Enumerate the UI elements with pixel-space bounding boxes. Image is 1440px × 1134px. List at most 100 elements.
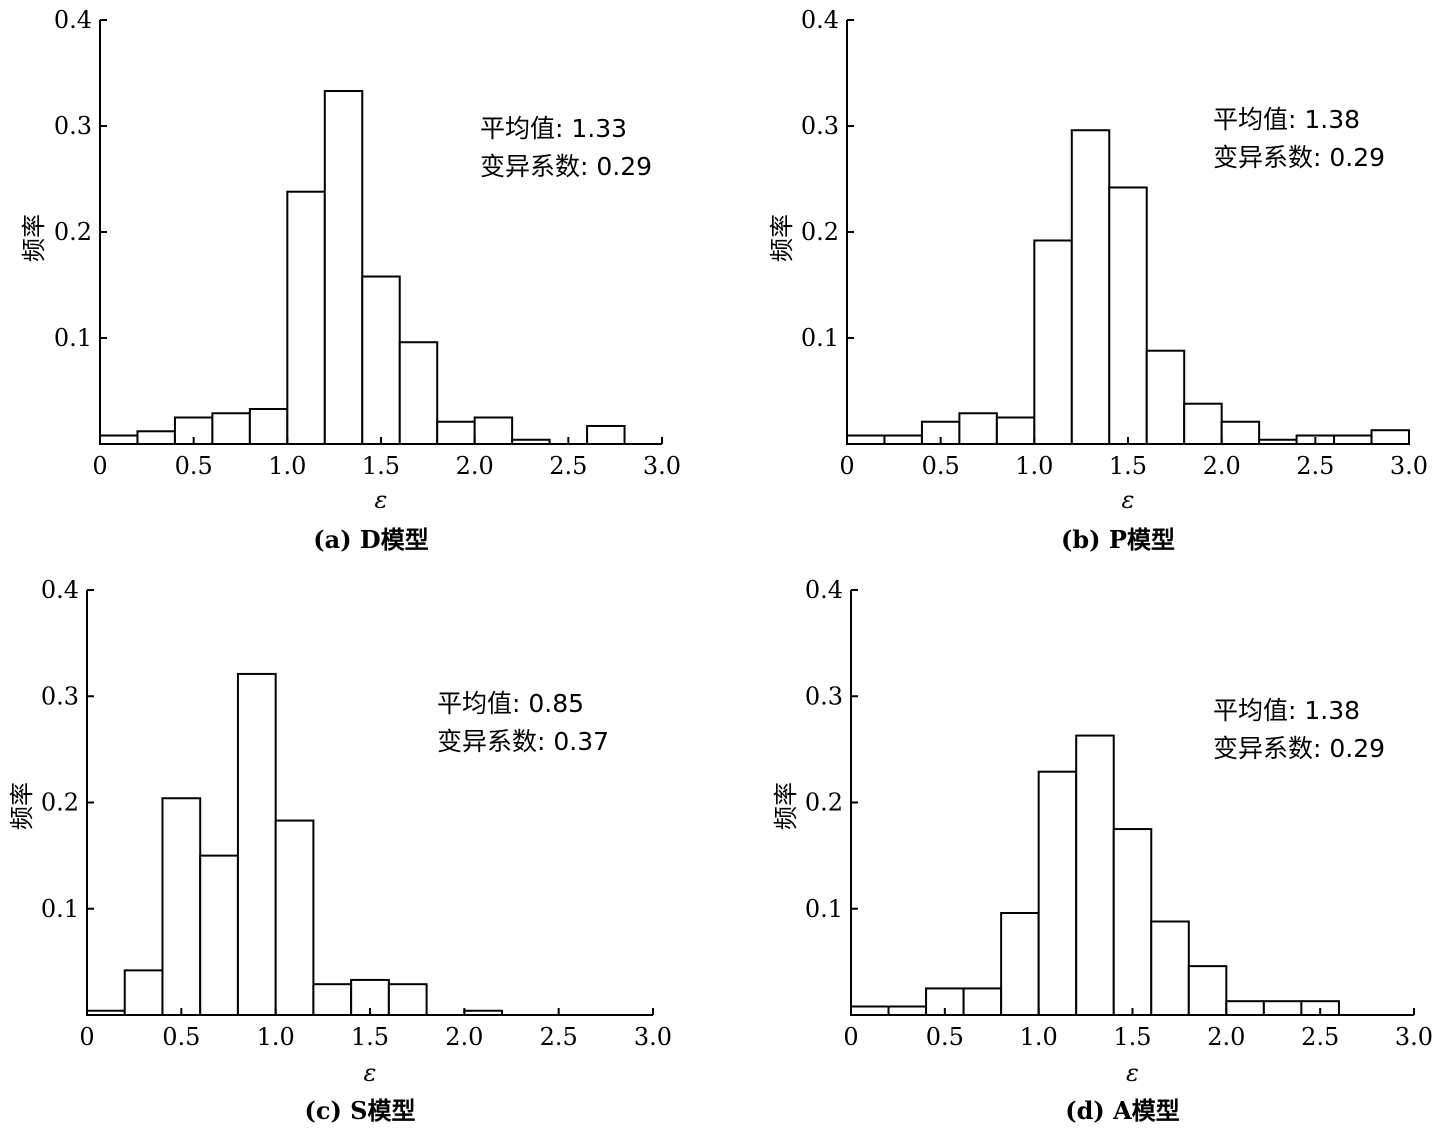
x-tick-label: 0.5 [926, 1023, 964, 1051]
histogram-bar [1370, 429, 1410, 446]
y-axis-label: 频率 [768, 214, 796, 262]
x-tick-label: 1.0 [1015, 452, 1053, 480]
y-tick-label: 0.4 [54, 6, 92, 34]
y-tick-label: 0.2 [805, 789, 843, 817]
y-axis-label: 频率 [8, 782, 36, 830]
histogram-bar [211, 412, 251, 446]
x-tick-label: 1.0 [268, 452, 306, 480]
histogram-bar [962, 987, 1003, 1016]
x-tick-label: 3.0 [634, 1023, 672, 1051]
y-axis-label: 频率 [20, 214, 48, 262]
x-axis-label: ε [1126, 1059, 1139, 1087]
mean-annotation: 平均值: 1.38 [1213, 696, 1360, 725]
histogram-bar [1112, 828, 1153, 1016]
x-tick-label: 1.5 [351, 1023, 389, 1051]
cv-annotation: 变异系数: 0.29 [1213, 143, 1385, 172]
histogram-bar [958, 412, 998, 446]
panel-caption: (b) P模型 [1061, 525, 1175, 554]
y-tick-label: 0.2 [54, 218, 92, 246]
histogram-bar [1220, 420, 1261, 445]
histogram-bar [586, 424, 626, 446]
x-tick-label: 0 [839, 452, 854, 480]
x-tick-label: 2.5 [1301, 1023, 1339, 1051]
y-tick-label: 0.4 [801, 6, 839, 34]
x-tick-label: 3.0 [1390, 452, 1428, 480]
histogram-bar [1187, 965, 1228, 1016]
histogram-bar [887, 1005, 928, 1016]
x-tick-label: 0.5 [922, 452, 960, 480]
x-tick-label: 0.5 [175, 452, 213, 480]
histogram-bar [1333, 434, 1373, 445]
panel-caption: (c) S模型 [304, 1096, 415, 1125]
x-tick-label: 1.5 [1109, 452, 1147, 480]
histogram-bar [398, 341, 439, 445]
x-tick-label: 1.0 [1020, 1023, 1058, 1051]
x-tick-label: 0 [843, 1023, 858, 1051]
histogram-bar [1075, 734, 1115, 1016]
x-tick-label: 0 [92, 452, 107, 480]
histogram-bar [1183, 402, 1223, 445]
panel-caption: (a) D模型 [313, 525, 428, 554]
y-tick-label: 0.3 [805, 682, 843, 710]
histogram-bar [99, 434, 139, 445]
histogram-bar [361, 275, 401, 445]
histogram-bar [1000, 912, 1040, 1016]
histogram-bar [1033, 239, 1073, 445]
y-tick-label: 0.4 [41, 576, 79, 604]
cv-annotation: 变异系数: 0.37 [437, 727, 609, 756]
histogram-bar [1145, 349, 1186, 445]
x-tick-label: 3.0 [643, 452, 681, 480]
histogram-bar [436, 420, 476, 445]
histogram-bar [995, 416, 1036, 445]
x-tick-label: 2.0 [456, 452, 494, 480]
histogram-bar [136, 430, 176, 445]
y-tick-label: 0.2 [801, 218, 839, 246]
x-tick-label: 1.5 [1113, 1023, 1151, 1051]
y-tick-label: 0.1 [41, 895, 79, 923]
histogram-bar [850, 1005, 890, 1016]
x-tick-label: 3.0 [1395, 1023, 1433, 1051]
panel-b: 0 0.5 1.0 1.5 2.0 2.5 3.0 0.1 0.2 0.3 0.4 频率 ε (b) P模… [768, 6, 1428, 554]
histogram-bar [123, 969, 164, 1016]
histogram-bar [286, 190, 326, 445]
mean-annotation: 平均值: 1.38 [1213, 105, 1360, 134]
histogram-bar [274, 819, 315, 1016]
y-tick-label: 0.3 [801, 112, 839, 140]
x-axis-label: ε [375, 486, 388, 514]
y-tick-label: 0.3 [54, 112, 92, 140]
histogram-bar [1225, 1000, 1265, 1016]
y-tick-label: 0.4 [805, 576, 843, 604]
x-tick-label: 2.5 [540, 1023, 578, 1051]
histogram-bar [248, 408, 289, 445]
histogram-bar [312, 983, 353, 1016]
histogram-bar [1037, 770, 1078, 1016]
x-tick-label: 0 [79, 1023, 94, 1051]
cv-annotation: 变异系数: 0.29 [480, 152, 652, 181]
x-tick-label: 0.5 [162, 1023, 200, 1051]
y-axis-label: 频率 [772, 782, 800, 830]
x-tick-label: 1.0 [257, 1023, 295, 1051]
histogram-bar [1262, 1000, 1303, 1016]
y-tick-label: 0.1 [805, 895, 843, 923]
histogram-bar [161, 797, 202, 1016]
x-tick-label: 2.0 [445, 1023, 483, 1051]
histogram-bar [323, 90, 364, 446]
panel-c: 0 0.5 1.0 1.5 2.0 2.5 3.0 0.1 0.2 0.3 0.4 频率 ε (c) S模… [8, 576, 672, 1125]
y-tick-label: 0.1 [54, 324, 92, 352]
histogram-bar [199, 854, 239, 1016]
histogram-bar [1150, 920, 1190, 1016]
mean-annotation: 平均值: 0.85 [437, 689, 584, 718]
panel-d: 0 0.5 1.0 1.5 2.0 2.5 3.0 0.1 0.2 0.3 0.4 频率 ε (d) A模… [772, 576, 1433, 1125]
histogram-bar [473, 416, 514, 445]
x-axis-label: ε [1122, 486, 1135, 514]
x-tick-label: 2.0 [1207, 1023, 1245, 1051]
y-tick-label: 0.1 [801, 324, 839, 352]
histogram-bar [1108, 186, 1148, 445]
y-tick-label: 0.2 [41, 789, 79, 817]
histogram-bar [846, 434, 886, 445]
x-axis-label: ε [364, 1059, 377, 1087]
panel-caption: (d) A模型 [1065, 1096, 1179, 1125]
cv-annotation: 变异系数: 0.29 [1213, 734, 1385, 763]
x-tick-label: 2.0 [1203, 452, 1241, 480]
